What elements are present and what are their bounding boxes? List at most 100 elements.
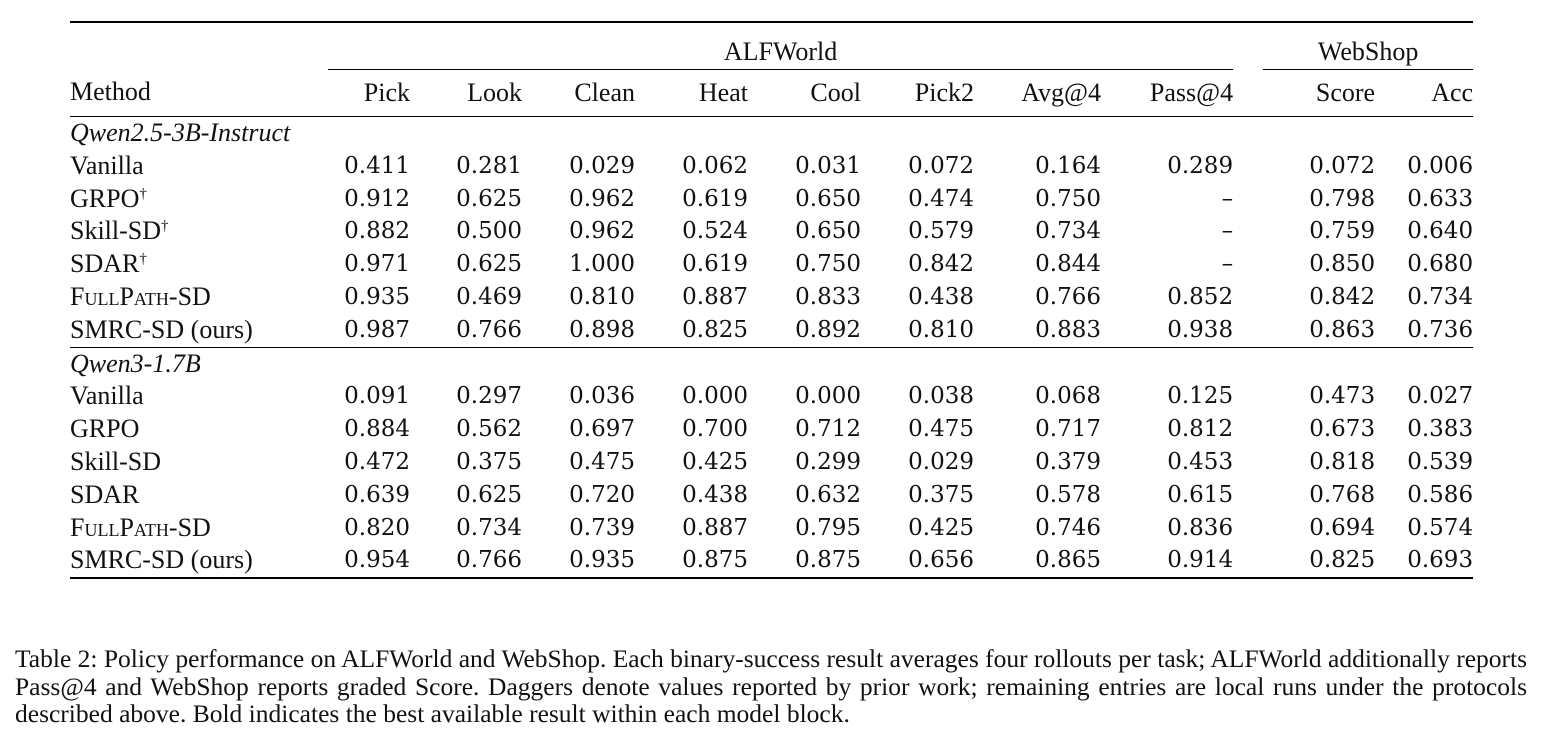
value-cell: 0.887 <box>682 514 748 541</box>
method-cell: SDAR <box>70 479 328 512</box>
value-cell: 0.632 <box>795 481 861 508</box>
value-cell: 0.475 <box>569 448 635 475</box>
value-cell: 0.062 <box>682 152 748 179</box>
value-cell: 0.962 <box>569 218 635 245</box>
column-header: Acc <box>1431 77 1474 107</box>
value-cell: 0.833 <box>795 283 861 310</box>
value-cell: 0.472 <box>344 448 410 475</box>
value-cell: 0.425 <box>682 448 748 475</box>
method-cell: Skill-SD† <box>70 215 328 248</box>
alfworld-group-header: ALFWorld <box>328 22 1234 70</box>
value-cell: 0.825 <box>1309 547 1376 574</box>
value-cell: 0.887 <box>682 283 748 310</box>
value-cell: 0.810 <box>908 316 974 343</box>
value-cell: 0.299 <box>795 448 861 475</box>
value-cell: 0.031 <box>795 152 861 179</box>
method-name: GRPO <box>70 183 140 213</box>
table-row: SMRC-SD (ours) 0.954 0.766 0.935 0.875 0.875 0… <box>70 544 1474 579</box>
value-cell: 0.938 <box>1167 316 1234 343</box>
table-header: ALFWorld WebShop Method Pick Look Clean … <box>70 22 1474 117</box>
value-cell: 0.027 <box>1407 383 1474 410</box>
value-cell: 0.068 <box>1035 383 1101 410</box>
value-cell: 0.852 <box>1167 283 1234 310</box>
column-header-row: Method Pick Look Clean Heat Cool Pick2 A… <box>70 70 1474 117</box>
value-cell: 0.912 <box>344 185 410 212</box>
value-cell: 0.882 <box>344 218 410 245</box>
value-cell: 0.029 <box>908 448 974 475</box>
value-cell: 0.091 <box>344 383 410 410</box>
value-cell: 0.383 <box>1407 416 1474 443</box>
method-name: Skill-SD <box>70 446 162 476</box>
column-header: Clean <box>574 77 635 107</box>
method-name: GRPO <box>70 414 140 444</box>
value-cell: 0.810 <box>569 283 635 310</box>
value-cell: 0.164 <box>1035 152 1101 179</box>
value-cell: 0.700 <box>682 416 748 443</box>
value-cell: 0.425 <box>908 514 974 541</box>
column-header: Look <box>467 77 522 107</box>
value-cell: 0.746 <box>1035 514 1101 541</box>
value-cell: 0.474 <box>908 185 974 212</box>
value-cell: 0.818 <box>1309 448 1376 475</box>
column-header: Pass@4 <box>1149 77 1234 107</box>
value-cell: 0.720 <box>569 481 635 508</box>
table-body: Qwen2.5-3B-Instruct Vanilla 0.411 0.281 0.02… <box>70 117 1474 579</box>
method-name: SDAR <box>70 249 140 279</box>
value-cell: 0.850 <box>1309 251 1376 278</box>
value-cell: 0.475 <box>908 416 974 443</box>
dagger-mark: † <box>139 185 147 202</box>
section-header-row: Qwen3-1.7B <box>70 347 1473 380</box>
value-cell: – <box>1221 251 1234 278</box>
value-cell: 0.865 <box>1035 547 1101 574</box>
value-cell: 0.578 <box>1035 481 1101 508</box>
table-row: SDAR† 0.971 0.625 1.000 0.619 0.750 0.842 0.844… <box>70 248 1473 281</box>
table-row: GRPO 0.884 0.562 0.697 0.700 0.712 0.475 0.717 0… <box>70 413 1473 446</box>
group-header-row: ALFWorld WebShop <box>70 22 1474 70</box>
value-cell: 0.036 <box>569 383 635 410</box>
value-cell: 0.574 <box>1407 514 1474 541</box>
value-cell: 0.673 <box>1309 416 1376 443</box>
method-name: Skill-SD <box>70 216 162 246</box>
value-cell: 0.962 <box>569 185 635 212</box>
value-cell: 0.438 <box>908 283 974 310</box>
value-cell: 0.768 <box>1309 481 1376 508</box>
value-cell: 0.734 <box>456 514 522 541</box>
value-cell: 0.935 <box>344 283 410 310</box>
value-cell: 0.029 <box>569 152 635 179</box>
table-row: Vanilla 0.091 0.297 0.036 0.000 0.000 0.038 0.0… <box>70 380 1473 413</box>
value-cell: 0.935 <box>569 547 635 574</box>
dagger-mark: † <box>139 251 147 268</box>
value-cell: 0.750 <box>1035 185 1101 212</box>
method-name: FullPath-SD <box>70 512 211 542</box>
value-cell: 0.625 <box>456 251 522 278</box>
section-header-row: Qwen2.5-3B-Instruct <box>70 117 1473 150</box>
value-cell: 0.680 <box>1407 251 1474 278</box>
value-cell: 0.038 <box>908 383 974 410</box>
value-cell: 0.875 <box>795 547 861 574</box>
value-cell: 0.072 <box>1309 152 1376 179</box>
value-cell: 0.615 <box>1167 481 1234 508</box>
section-title: Qwen2.5-3B-Instruct <box>70 118 291 147</box>
value-cell: 0.875 <box>682 547 748 574</box>
method-cell: SDAR† <box>70 248 328 281</box>
method-name: Vanilla <box>70 381 144 411</box>
value-cell: 0.717 <box>1035 416 1101 443</box>
value-cell: 0.297 <box>456 383 522 410</box>
value-cell: 0.411 <box>344 152 410 179</box>
column-header: Avg@4 <box>1021 77 1101 107</box>
value-cell: 0.379 <box>1035 448 1101 475</box>
column-header: Heat <box>698 77 748 107</box>
value-cell: 0.898 <box>569 316 635 343</box>
value-cell: 0.375 <box>908 481 974 508</box>
value-cell: 0.766 <box>456 547 522 574</box>
value-cell: 0.759 <box>1309 218 1376 245</box>
method-column-header: Method <box>70 77 151 107</box>
value-cell: 0.734 <box>1407 283 1474 310</box>
method-cell: FullPath-SD <box>70 512 328 545</box>
table-row: GRPO† 0.912 0.625 0.962 0.619 0.650 0.474 0.750… <box>70 183 1473 216</box>
value-cell: 0.954 <box>344 547 410 574</box>
value-cell: 0.844 <box>1035 251 1101 278</box>
value-cell: 0.712 <box>795 416 861 443</box>
value-cell: 0.766 <box>456 316 522 343</box>
value-cell: 0.625 <box>456 481 522 508</box>
